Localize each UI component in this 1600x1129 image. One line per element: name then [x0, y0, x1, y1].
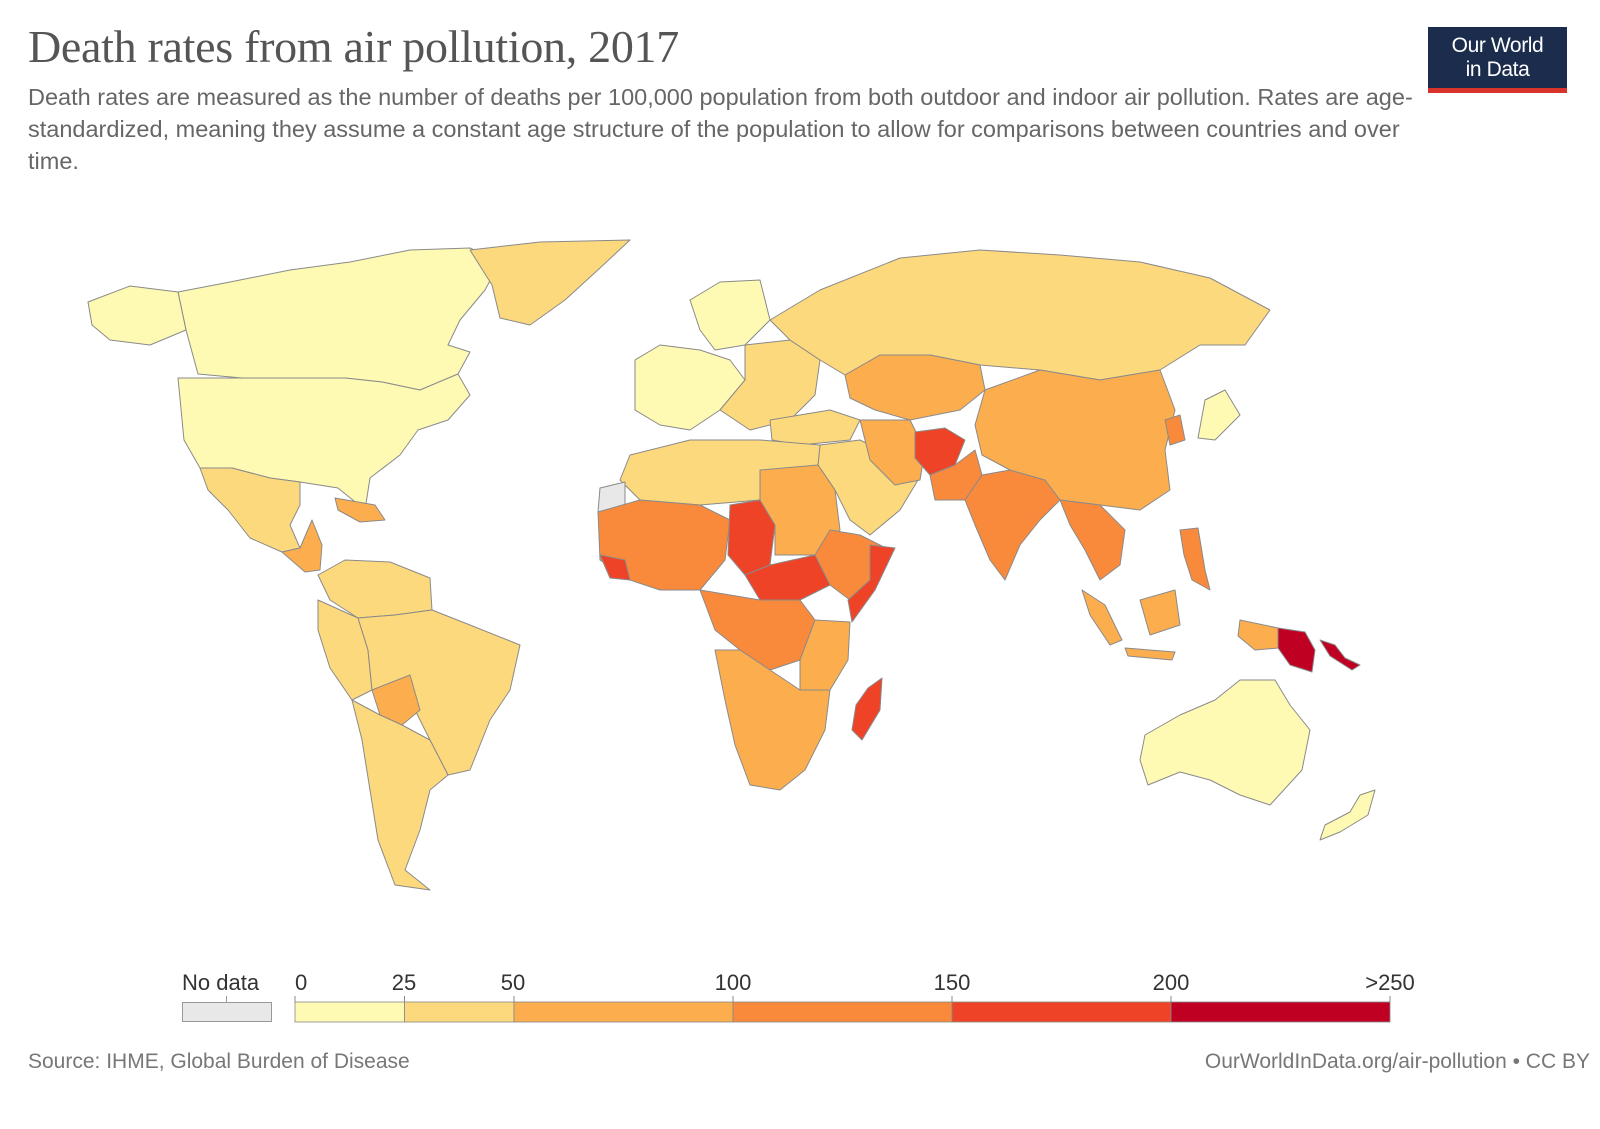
legend-tick-100: 100 — [714, 970, 752, 995]
country-central-america[interactable] — [281, 519, 323, 573]
country-philippines[interactable] — [1179, 527, 1211, 591]
country-papua-new-guinea[interactable] — [1277, 627, 1316, 673]
legend-tick-250: >250 — [1365, 970, 1415, 995]
legend-no-data-label: No data — [182, 970, 260, 995]
legend-bin-4[interactable] — [951, 1001, 1172, 1023]
country-northern-europe[interactable] — [689, 279, 771, 351]
source-url[interactable]: OurWorldInData.org/air-pollution • CC BY — [1204, 1050, 1590, 1073]
legend-tick-200: 200 — [1152, 970, 1190, 995]
country-madagascar[interactable] — [851, 677, 883, 741]
legend-no-data-tick — [226, 996, 227, 1002]
country-bolivia[interactable] — [371, 674, 421, 726]
country-west-papua[interactable] — [1237, 619, 1279, 651]
country-korea[interactable] — [1164, 414, 1186, 446]
owid-logo[interactable]: Our World in Data — [1428, 27, 1567, 93]
country-brazil[interactable] — [357, 609, 521, 776]
country-iran[interactable] — [859, 419, 926, 486]
country-melanesia[interactable] — [1319, 639, 1361, 671]
legend-tick-150: 150 — [933, 970, 971, 995]
logo-line-2: in Data — [1465, 58, 1530, 81]
country-russia[interactable] — [769, 249, 1271, 381]
country-new-zealand[interactable] — [1319, 789, 1376, 841]
legend-tick-25: 25 — [391, 970, 417, 995]
country-western-europe[interactable] — [634, 344, 746, 431]
chart-title: Death rates from air pollution, 2017 — [28, 21, 679, 72]
legend-bin-5[interactable] — [1170, 1001, 1391, 1023]
legend-color-bar — [294, 996, 1391, 1023]
country-indonesia-borneo[interactable] — [1139, 589, 1181, 636]
country-japan[interactable] — [1197, 389, 1241, 441]
country-indonesia-java[interactable] — [1124, 647, 1176, 661]
country-indonesia-west[interactable] — [1081, 589, 1123, 646]
logo-line-1: Our World — [1451, 34, 1544, 57]
legend-bin-0[interactable] — [294, 1001, 405, 1023]
legend-tick-0: 0 — [295, 970, 308, 995]
legend-no-data-swatch — [182, 1002, 272, 1022]
country-mexico[interactable] — [199, 467, 301, 553]
country-argentina-chile[interactable] — [351, 699, 449, 891]
country-somalia[interactable] — [847, 544, 896, 623]
country-australia[interactable] — [1139, 679, 1311, 806]
country-southeast-asia[interactable] — [1059, 499, 1126, 581]
legend-bin-3[interactable] — [732, 1001, 953, 1023]
country-caribbean[interactable] — [334, 497, 386, 523]
country-canada[interactable] — [177, 247, 501, 391]
legend-tick-50: 50 — [500, 970, 526, 995]
country-greenland[interactable] — [469, 239, 631, 326]
legend-bin-1[interactable] — [404, 1001, 515, 1023]
chart-subtitle: Death rates are measured as the number o… — [28, 84, 1413, 174]
country-southern-africa[interactable] — [714, 649, 831, 791]
country-sierra-leone-guinea[interactable] — [599, 554, 631, 581]
country-india[interactable] — [964, 469, 1061, 581]
country-alaska[interactable] — [87, 285, 187, 346]
legend-bin-2[interactable] — [513, 1001, 734, 1023]
country-central-asia[interactable] — [844, 354, 986, 421]
source-note: Source: IHME, Global Burden of Disease — [28, 1050, 410, 1073]
country-china[interactable] — [974, 369, 1176, 511]
country-turkey-caucasus[interactable] — [769, 409, 861, 446]
